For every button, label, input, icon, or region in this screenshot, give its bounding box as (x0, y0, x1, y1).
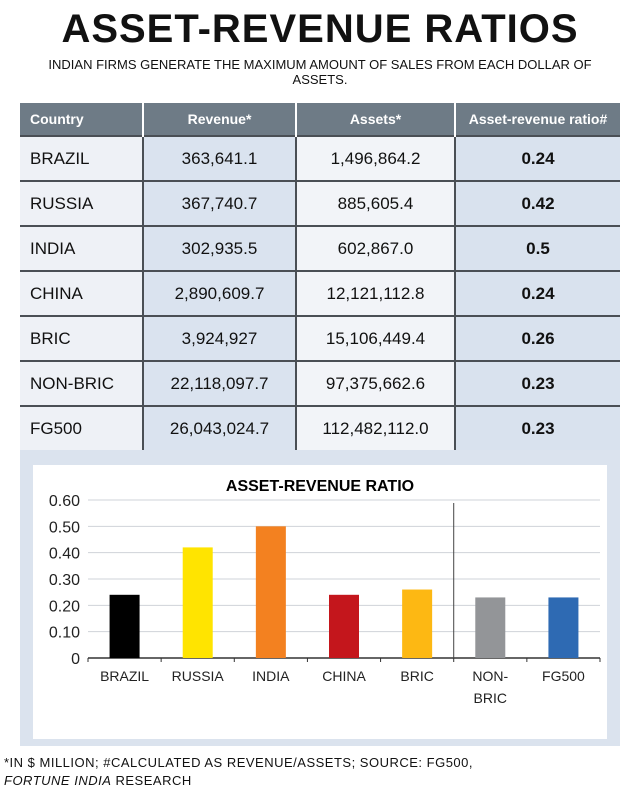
y-tick-label: 0.10 (49, 625, 80, 642)
x-tick-label: FG500 (542, 668, 585, 684)
x-tick-label: BRAZIL (100, 668, 149, 684)
footnote-line-1: *IN $ MILLION; #CALCULATED AS REVENUE/AS… (4, 755, 474, 770)
header-revenue: Revenue* (142, 103, 296, 136)
ratio-cell: 0.26 (454, 315, 620, 361)
country-cell: BRIC (20, 315, 143, 361)
revenue-cell: 26,043,024.7 (142, 405, 296, 450)
bar-bric (402, 589, 433, 658)
chart-title: ASSET-REVENUE RATIO (226, 478, 414, 495)
table-row: BRIC 3,924,927 15,106,449.4 0.26 (20, 315, 620, 361)
footnote-research: RESEARCH (111, 773, 192, 788)
revenue-cell: 22,118,097.7 (142, 360, 296, 406)
chart-area: ASSET-REVENUE RATIO 0 0.10 0.20 0.30 0.40 0.50… (33, 465, 607, 739)
country-cell: FG500 (20, 405, 143, 450)
revenue-cell: 367,740.7 (142, 180, 296, 226)
footnote-publication: FORTUNE INDIA (4, 773, 112, 788)
y-tick-label: 0.60 (49, 493, 80, 510)
header-ratio-text: Asset-revenue ratio# (468, 111, 608, 127)
bar-non-bric (475, 597, 506, 658)
ratio-cell: 0.24 (454, 135, 620, 181)
x-tick-label: BRIC (400, 668, 433, 684)
page-title: ASSET-REVENUE RATIOS (0, 6, 640, 52)
x-tick-label: NON- (472, 668, 508, 684)
revenue-cell: 363,641.1 (142, 135, 296, 181)
title-text: ASSET-REVENUE RATIOS (61, 7, 579, 51)
subtitle: INDIAN FIRMS GENERATE THE MAXIMUM AMOUNT… (20, 57, 620, 87)
y-tick-label: 0.50 (49, 519, 80, 536)
revenue-cell: 3,924,927 (142, 315, 296, 361)
header-assets: Assets* (295, 103, 455, 136)
country-cell: RUSSIA (20, 180, 143, 226)
bar-fg500 (548, 597, 579, 658)
x-tick-label: RUSSIA (172, 668, 225, 684)
bar-india (255, 526, 286, 658)
assets-cell: 1,496,864.2 (295, 135, 455, 181)
ratio-cell: 0.24 (454, 270, 620, 316)
assets-cell: 885,605.4 (295, 180, 455, 226)
y-tick-label: 0 (71, 651, 80, 668)
bar-china (329, 594, 359, 658)
bar-russia (182, 547, 213, 658)
table-row: RUSSIA 367,740.7 885,605.4 0.42 (20, 180, 620, 226)
y-tick-label: 0.40 (49, 546, 80, 563)
country-cell: NON-BRIC (20, 360, 143, 406)
table-row: FG500 26,043,024.7 112,482,112.0 0.23 (20, 405, 620, 450)
revenue-cell: 302,935.5 (142, 225, 296, 271)
header-country-text: Country (30, 111, 84, 127)
ratio-cell: 0.23 (454, 405, 620, 450)
footnote-line-2: FORTUNE INDIA RESEARCH (4, 772, 634, 790)
chart-panel: ASSET-REVENUE RATIO 0 0.10 0.20 0.30 0.40 0.50… (20, 450, 620, 746)
ratio-cell: 0.42 (454, 180, 620, 226)
x-tick-label: BRIC (474, 690, 507, 706)
table-row: BRAZIL 363,641.1 1,496,864.2 0.24 (20, 135, 620, 181)
subtitle-text: INDIAN FIRMS GENERATE THE MAXIMUM AMOUNT… (48, 57, 592, 87)
assets-cell: 602,867.0 (295, 225, 455, 271)
assets-cell: 12,121,112.8 (295, 270, 455, 316)
country-cell: INDIA (20, 225, 143, 271)
bar-chart: ASSET-REVENUE RATIO 0 0.10 0.20 0.30 0.40 0.50… (49, 478, 601, 706)
header-country: Country (20, 103, 143, 136)
table-row: CHINA 2,890,609.7 12,121,112.8 0.24 (20, 270, 620, 316)
table-row: INDIA 302,935.5 602,867.0 0.5 (20, 225, 620, 271)
country-cell: CHINA (20, 270, 143, 316)
data-table: Country Revenue* Assets* Asset-revenue r… (20, 103, 620, 450)
table-row: NON-BRIC 22,118,097.7 97,375,662.6 0.23 (20, 360, 620, 406)
ratio-cell: 0.23 (454, 360, 620, 406)
table-header-row: Country Revenue* Assets* Asset-revenue r… (20, 103, 620, 136)
revenue-cell: 2,890,609.7 (142, 270, 296, 316)
bar-brazil (109, 594, 140, 658)
x-tick-label: INDIA (252, 668, 290, 684)
assets-cell: 97,375,662.6 (295, 360, 455, 406)
ratio-cell: 0.5 (454, 225, 620, 271)
footnote: *IN $ MILLION; #CALCULATED AS REVENUE/AS… (4, 754, 634, 790)
header-assets-text: Assets* (349, 111, 402, 127)
country-cell: BRAZIL (20, 135, 143, 181)
assets-cell: 112,482,112.0 (295, 405, 455, 450)
x-tick-label: CHINA (322, 668, 366, 684)
header-ratio: Asset-revenue ratio# (454, 103, 620, 136)
header-revenue-text: Revenue* (187, 111, 252, 127)
y-tick-label: 0.30 (49, 572, 80, 589)
assets-cell: 15,106,449.4 (295, 315, 455, 361)
y-tick-label: 0.20 (49, 598, 80, 615)
